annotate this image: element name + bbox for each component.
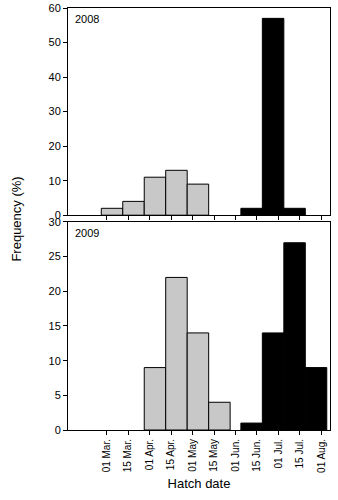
svg-text:Hatch date: Hatch date [168, 476, 231, 491]
svg-text:20: 20 [49, 285, 61, 297]
svg-text:10: 10 [49, 355, 61, 367]
svg-text:01 Jun.: 01 Jun. [230, 439, 241, 472]
svg-text:30: 30 [49, 216, 61, 228]
svg-text:15 Jun.: 15 Jun. [251, 439, 262, 472]
svg-text:30: 30 [49, 105, 61, 117]
svg-text:60: 60 [49, 2, 61, 14]
svg-text:0: 0 [55, 209, 61, 221]
svg-text:01 Apr.: 01 Apr. [144, 439, 155, 470]
svg-text:50: 50 [49, 36, 61, 48]
svg-text:01 May: 01 May [187, 439, 198, 472]
svg-text:2008: 2008 [75, 13, 99, 25]
svg-text:2009: 2009 [75, 227, 99, 239]
svg-text:15 Mar.: 15 Mar. [122, 439, 133, 472]
svg-text:15 Apr.: 15 Apr. [165, 439, 176, 470]
svg-text:15 Jul.: 15 Jul. [294, 439, 305, 468]
svg-text:15 May: 15 May [208, 439, 219, 472]
svg-text:0: 0 [55, 424, 61, 436]
svg-text:5: 5 [55, 389, 61, 401]
svg-text:25: 25 [49, 250, 61, 262]
svg-text:10: 10 [49, 175, 61, 187]
svg-text:15: 15 [49, 320, 61, 332]
svg-text:01 Aug.: 01 Aug. [316, 439, 327, 473]
svg-text:40: 40 [49, 71, 61, 83]
svg-text:20: 20 [49, 140, 61, 152]
svg-text:01 Mar.: 01 Mar. [101, 439, 112, 472]
svg-text:Frequency (%): Frequency (%) [9, 176, 24, 261]
svg-text:01 Jul.: 01 Jul. [273, 439, 284, 468]
